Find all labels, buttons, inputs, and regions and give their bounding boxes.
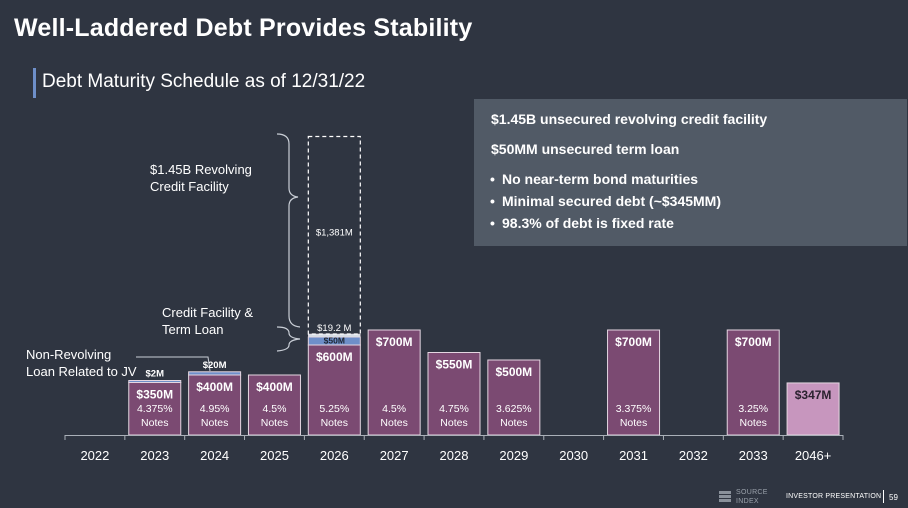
bullet-item: • 98.3% of debt is fixed rate [490, 215, 674, 231]
term-loan-annotation-line1: Credit Facility & [162, 305, 253, 320]
coupon-notes-label: Notes [620, 417, 647, 429]
coupon-rate-label: 5.25% [319, 403, 349, 415]
coupon-notes-label: Notes [740, 417, 767, 429]
coupon-notes-label: Notes [321, 417, 348, 429]
bullet-item: • Minimal secured debt (~$345MM) [490, 193, 721, 209]
term-loan-annotation: Credit Facility & Term Loan [162, 305, 257, 337]
x-tick-label: 2029 [499, 448, 528, 463]
x-tick-label: 2028 [440, 448, 469, 463]
notes-bar-value-label: $400M [256, 380, 293, 394]
coupon-rate-label: 3.25% [738, 403, 768, 415]
coupon-rate-label: 4.75% [439, 403, 469, 415]
x-tick-label: 2033 [739, 448, 768, 463]
source-label-line2: INDEX [736, 498, 759, 505]
source-label-line1: SOURCE [736, 489, 768, 496]
notes-bar-value-label: $350M [136, 388, 173, 402]
jv-annotation-line1: Non-Revolving [26, 347, 111, 362]
term-loan-annotation-line2: Term Loan [162, 322, 223, 337]
footer-divider [883, 490, 884, 503]
coupon-rate-label: 3.375% [616, 403, 652, 415]
x-axis: 2022 2023 2024 2025 2026 2027 2028 2029 2030 2031… [64, 435, 844, 463]
bullet-icon: • [490, 193, 495, 209]
footer-presentation-label: INVESTOR PRESENTATION [786, 493, 882, 500]
notes-bar [487, 359, 541, 436]
highlights-box: $1.45B unsecured revolving credit facili… [474, 99, 907, 246]
coupon-notes-label: Notes [380, 417, 407, 429]
notes-bar [367, 329, 421, 436]
x-tick-label: 2032 [679, 448, 708, 463]
revolver-segment-label: $1,381M [316, 227, 353, 238]
bullet-text: 98.3% of debt is fixed rate [502, 215, 674, 231]
notes-bar-value-label: $700M [735, 335, 772, 349]
coupon-notes-label: Notes [500, 417, 527, 429]
coupon-rate-label: 4.95% [200, 403, 230, 415]
credit-segment [128, 380, 182, 383]
credit-segment-label: $2M [146, 369, 165, 380]
page-title: Well-Laddered Debt Provides Stability [14, 14, 473, 42]
credit-segment-label: $20M [203, 360, 227, 371]
revolver-annotation-line2: Credit Facility [150, 179, 229, 194]
bullet-item: • No near-term bond maturities [490, 171, 698, 187]
notes-bar-value-label: $550M [436, 358, 473, 372]
revolver-brace [276, 133, 301, 328]
revolver-highlight: $1.45B unsecured revolving credit facili… [491, 111, 768, 127]
coupon-notes-label: Notes [261, 417, 288, 429]
bullet-icon: • [490, 171, 495, 187]
jv-annotation-line2: Loan Related to JV [26, 364, 137, 379]
notes-bar [726, 329, 780, 436]
subtitle-accent-bar [33, 68, 36, 98]
x-tick-label: 2030 [559, 448, 588, 463]
source-index-logo-icon [719, 491, 731, 502]
coupon-notes-label: Notes [201, 417, 228, 429]
notes-bar-value-label: $700M [376, 335, 413, 349]
x-tick-label: 2025 [260, 448, 289, 463]
credit-segment-label: $50M [324, 336, 345, 346]
notes-bar [188, 374, 242, 436]
jv-leader-line [136, 356, 211, 372]
term-loan-brace [276, 326, 301, 352]
coupon-notes-label: Notes [440, 417, 467, 429]
notes-bar [307, 344, 361, 436]
x-tick-label: 2046+ [795, 448, 832, 463]
jv-annotation: Non-Revolving Loan Related to JV [26, 347, 137, 379]
notes-bar-value-label: $500M [495, 365, 532, 379]
bullet-text: No near-term bond maturities [502, 171, 699, 187]
x-tick-label: 2023 [140, 448, 169, 463]
page-number: 59 [889, 493, 898, 502]
revolver-outline-segment [307, 135, 361, 335]
notes-bar [786, 382, 840, 436]
coupon-rate-label: 4.375% [137, 403, 173, 415]
coupon-rate-label: 3.625% [496, 403, 532, 415]
coupon-notes-label: Notes [141, 417, 168, 429]
coupon-rate-label: 4.5% [262, 403, 286, 415]
notes-bar-value-label: $700M [615, 335, 652, 349]
x-tick-label: 2027 [380, 448, 409, 463]
credit-segment [188, 371, 242, 376]
notes-bar-value-label: $400M [196, 380, 233, 394]
notes-bar [427, 352, 481, 436]
notes-bar [128, 382, 182, 436]
bullet-icon: • [490, 215, 495, 231]
x-tick-label: 2024 [200, 448, 229, 463]
revolver-annotation-line1: $1.45B Revolving [150, 162, 252, 177]
notes-bar-value-label: $347M [795, 388, 832, 402]
chart-subtitle: Debt Maturity Schedule as of 12/31/22 [42, 71, 366, 92]
x-tick-label: 2026 [320, 448, 349, 463]
revolver-annotation: $1.45B Revolving Credit Facility [150, 162, 256, 194]
term-loan-segment-label: $19.2 M [317, 323, 351, 334]
coupon-rate-label: 4.5% [382, 403, 406, 415]
notes-bar-value-label: $600M [316, 350, 353, 364]
notes-bar [607, 329, 661, 436]
x-tick-label: 2031 [619, 448, 648, 463]
source-index-label: SOURCE INDEX [736, 488, 768, 506]
notes-bar [247, 374, 301, 436]
x-tick-label: 2022 [80, 448, 109, 463]
bullet-text: Minimal secured debt (~$345MM) [502, 193, 722, 209]
term-loan-highlight: $50MM unsecured term loan [491, 141, 680, 157]
